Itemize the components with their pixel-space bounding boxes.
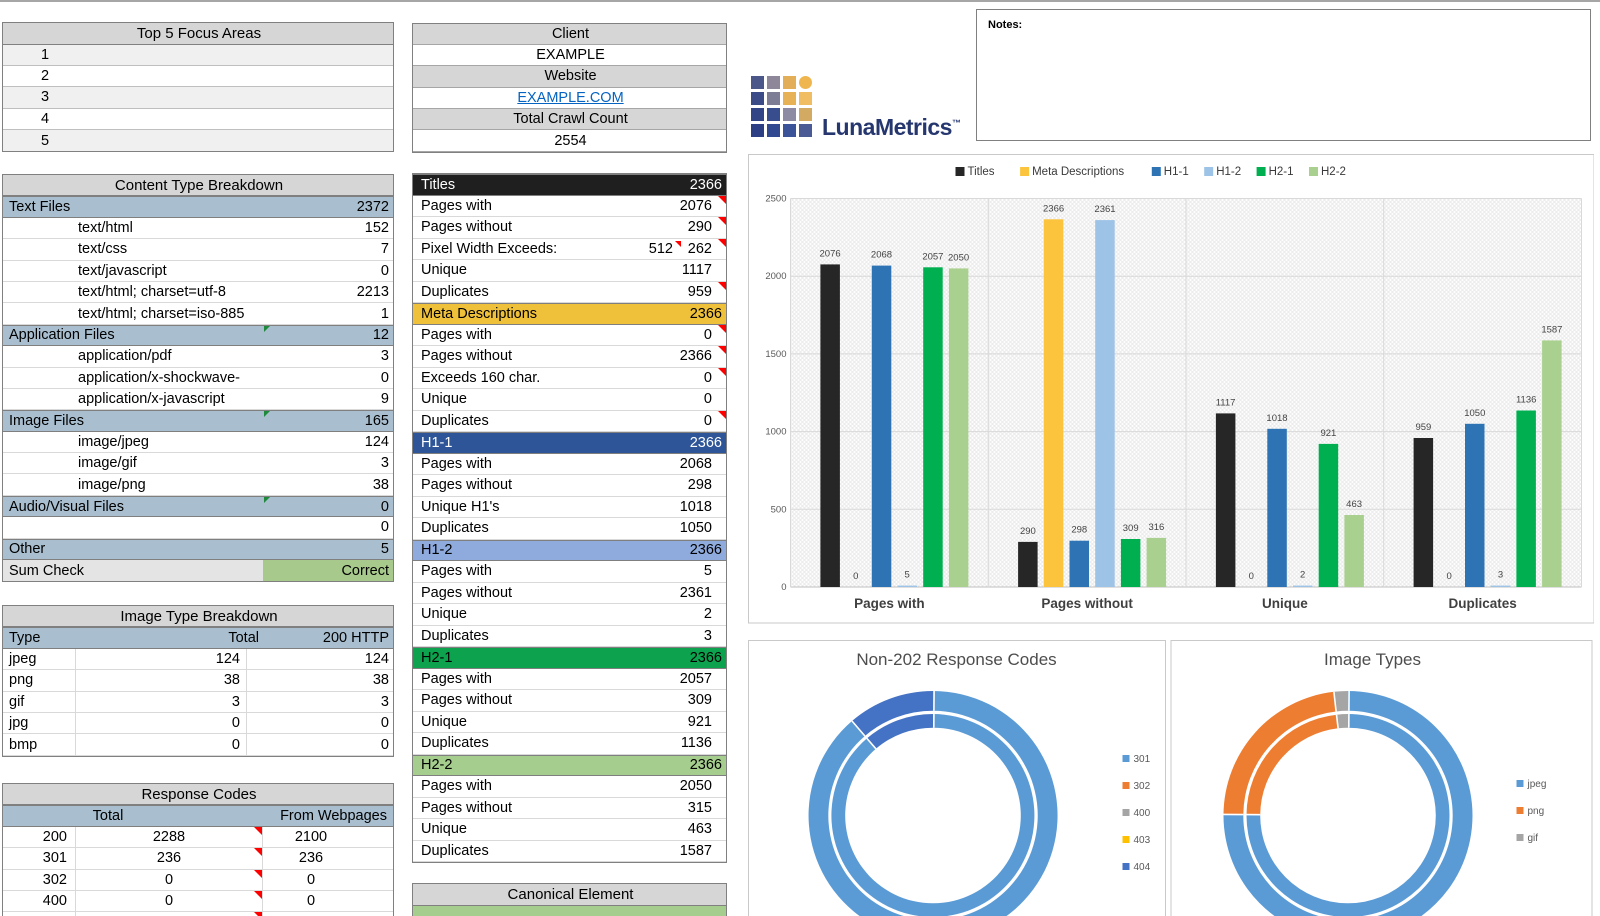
svg-text:Non-202 Response Codes: Non-202 Response Codes (856, 650, 1056, 669)
svg-text:298: 298 (1071, 525, 1087, 536)
svg-text:0: 0 (853, 571, 858, 582)
svg-text:2057: 2057 (922, 251, 943, 262)
svg-text:2: 2 (1300, 570, 1305, 581)
svg-text:400: 400 (1133, 808, 1150, 819)
svg-text:404: 404 (1133, 862, 1150, 873)
svg-text:Pages with: Pages with (854, 596, 925, 611)
svg-text:1500: 1500 (765, 349, 786, 360)
svg-text:1136: 1136 (1515, 395, 1535, 406)
svg-text:Meta Descriptions: Meta Descriptions (1032, 166, 1124, 178)
svg-text:302: 302 (1133, 781, 1150, 792)
svg-text:316: 316 (1148, 522, 1164, 533)
svg-text:301: 301 (1133, 754, 1150, 765)
svg-text:921: 921 (1320, 428, 1336, 439)
svg-text:403: 403 (1133, 835, 1150, 846)
svg-text:2076: 2076 (819, 248, 840, 259)
svg-text:2500: 2500 (765, 194, 786, 205)
svg-text:463: 463 (1346, 499, 1362, 510)
svg-text:jpeg: jpeg (1526, 779, 1546, 790)
svg-text:H1-2: H1-2 (1216, 166, 1241, 178)
svg-text:2068: 2068 (870, 250, 891, 261)
svg-text:2000: 2000 (765, 271, 786, 282)
svg-text:3: 3 (1497, 570, 1502, 581)
svg-text:959: 959 (1415, 422, 1431, 433)
svg-text:0: 0 (1248, 571, 1253, 582)
svg-text:Unique: Unique (1262, 596, 1308, 611)
svg-text:0: 0 (1446, 571, 1451, 582)
svg-text:0: 0 (781, 582, 786, 593)
svg-text:Duplicates: Duplicates (1448, 596, 1516, 611)
svg-text:290: 290 (1019, 526, 1035, 537)
svg-text:2361: 2361 (1094, 204, 1115, 215)
svg-text:2050: 2050 (948, 252, 969, 263)
svg-text:H1-1: H1-1 (1163, 166, 1188, 178)
svg-text:H2-1: H2-1 (1268, 166, 1293, 178)
svg-text:1000: 1000 (765, 427, 786, 438)
svg-text:2366: 2366 (1043, 203, 1064, 214)
svg-text:gif: gif (1527, 833, 1538, 844)
svg-text:Pages without: Pages without (1041, 596, 1133, 611)
svg-text:309: 309 (1122, 523, 1138, 534)
svg-text:1018: 1018 (1266, 413, 1287, 424)
svg-text:Titles: Titles (967, 166, 994, 178)
svg-text:1050: 1050 (1464, 408, 1485, 419)
svg-text:1587: 1587 (1541, 324, 1562, 335)
svg-text:5: 5 (904, 570, 909, 581)
svg-text:500: 500 (770, 504, 786, 515)
svg-text:Image Types: Image Types (1323, 650, 1420, 669)
svg-text:1117: 1117 (1215, 397, 1235, 408)
svg-text:png: png (1527, 806, 1544, 817)
svg-text:H2-2: H2-2 (1321, 166, 1346, 178)
